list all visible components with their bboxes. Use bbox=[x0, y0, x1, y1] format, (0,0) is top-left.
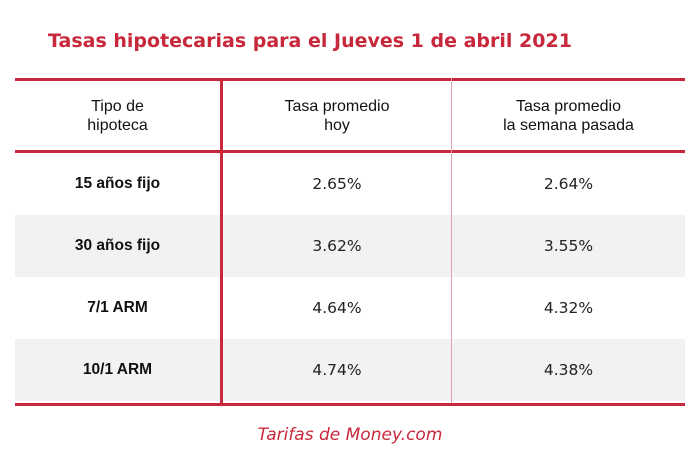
header-line: hipoteca bbox=[87, 116, 148, 134]
header-line: Tasa promedio bbox=[284, 97, 390, 115]
column-divider-secondary bbox=[451, 78, 452, 406]
rate-today: 4.64% bbox=[312, 299, 362, 317]
page-title: Tasas hipotecarias para el Jueves 1 de a… bbox=[48, 30, 572, 52]
table-row: 30 años fijo 3.62% 3.55% bbox=[15, 215, 685, 277]
table-top-rule bbox=[15, 78, 685, 81]
rate-last-week: 3.55% bbox=[543, 237, 594, 255]
header-rate-today: Tasa promedio hoy bbox=[223, 81, 451, 150]
table-row: 10/1 ARM 4.74% 4.38% bbox=[15, 339, 685, 401]
rate-today: 4.74% bbox=[312, 361, 362, 379]
header-rate-last-week: Tasa promedio la semana pasada bbox=[452, 81, 685, 150]
header-line: hoy bbox=[324, 116, 350, 134]
rate-today: 2.65% bbox=[312, 175, 362, 193]
rate-last-week: 2.64% bbox=[543, 175, 594, 193]
mortgage-type: 15 años fijo bbox=[74, 175, 161, 192]
mortgage-type: 7/1 ARM bbox=[87, 299, 148, 316]
mortgage-type: 10/1 ARM bbox=[82, 361, 153, 378]
mortgage-type: 30 años fijo bbox=[74, 237, 161, 254]
table-bottom-rule bbox=[15, 403, 685, 406]
table-row: 7/1 ARM 4.64% 4.32% bbox=[15, 277, 685, 339]
source-credit: Tarifas de Money.com bbox=[257, 425, 443, 445]
rates-table: Tipo de hipoteca Tasa promedio hoy Tasa … bbox=[15, 78, 685, 406]
header-mortgage-type: Tipo de hipoteca bbox=[15, 81, 220, 150]
rate-today: 3.62% bbox=[312, 237, 362, 255]
header-line: la semana pasada bbox=[503, 116, 634, 134]
rate-last-week: 4.32% bbox=[543, 299, 594, 317]
header-line: Tasa promedio bbox=[516, 97, 621, 115]
table-row: 15 años fijo 2.65% 2.64% bbox=[15, 153, 685, 215]
column-divider-primary bbox=[220, 78, 223, 406]
header-line: Tipo de bbox=[91, 97, 144, 115]
header-bottom-rule bbox=[15, 150, 685, 153]
rate-last-week: 4.38% bbox=[543, 361, 594, 379]
